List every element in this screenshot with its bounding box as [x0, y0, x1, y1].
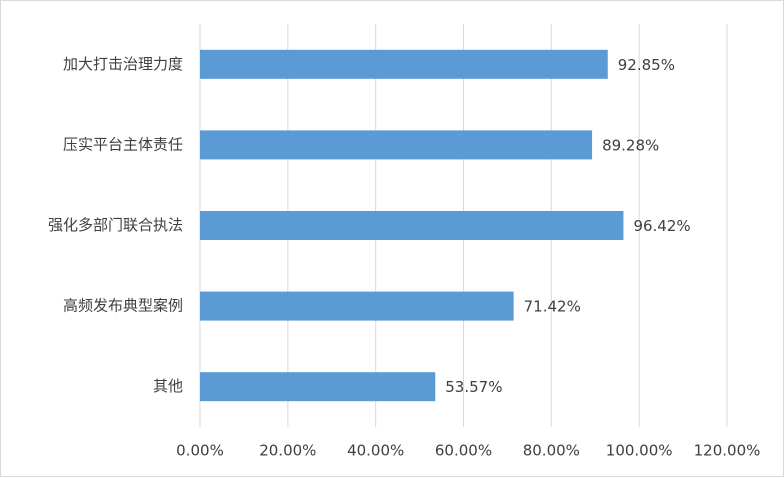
value-label: 92.85% [618, 56, 675, 74]
value-label: 53.57% [445, 378, 502, 396]
x-tick-label: 100.00% [606, 442, 673, 460]
bar [200, 291, 514, 321]
x-tick-label: 80.00% [523, 442, 580, 460]
bar [200, 130, 593, 160]
bar [200, 49, 608, 79]
y-tick-label: 强化多部门联合执法 [48, 216, 183, 234]
value-label: 71.42% [524, 298, 581, 316]
bar [200, 372, 436, 402]
x-tick-label: 20.00% [259, 442, 316, 460]
y-tick-label: 高频发布典型案例 [63, 297, 183, 315]
x-tick-label: 60.00% [435, 442, 492, 460]
value-label: 96.42% [633, 217, 690, 235]
x-tick-label: 0.00% [176, 442, 224, 460]
x-tick-label: 40.00% [347, 442, 404, 460]
x-tick-label: 120.00% [694, 442, 761, 460]
y-tick-label: 压实平台主体责任 [63, 135, 183, 153]
y-tick-label: 其他 [153, 377, 183, 395]
value-label: 89.28% [602, 136, 659, 154]
y-tick-label: 加大打击治理力度 [63, 55, 183, 73]
bar [200, 211, 624, 240]
